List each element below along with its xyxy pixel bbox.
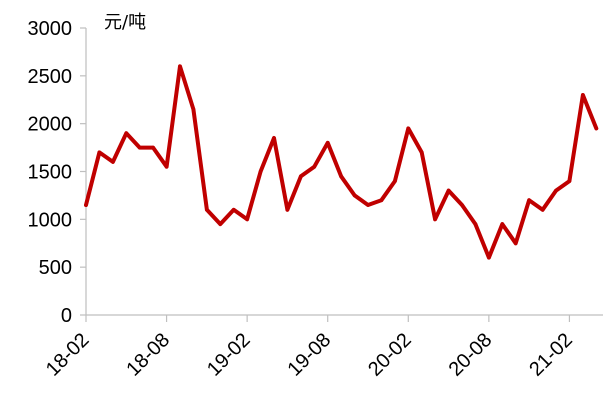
- y-axis-unit-label: 元/吨: [104, 12, 146, 33]
- data-point: [97, 150, 102, 155]
- y-tick-label: 1000: [28, 209, 73, 231]
- data-point: [594, 126, 599, 131]
- data-point: [124, 131, 129, 135]
- data-point: [554, 188, 558, 193]
- data-point: [299, 174, 303, 179]
- data-point: [218, 222, 223, 226]
- y-tick-label: 2000: [28, 114, 73, 136]
- y-axis: 0 500 1000 1500 2000 2500 3000: [28, 18, 87, 327]
- data-point: [137, 145, 142, 150]
- x-tick-label: 18-08: [122, 329, 174, 381]
- y-tick-label: 1500: [28, 162, 73, 184]
- data-point: [151, 145, 155, 150]
- x-tick-label: 18-02: [42, 329, 94, 381]
- x-tick-label: 20-08: [445, 329, 497, 381]
- data-point: [379, 198, 384, 202]
- data-point: [245, 217, 249, 222]
- x-tick-label: 20-02: [364, 329, 416, 381]
- series-line: [84, 64, 599, 260]
- data-point: [500, 222, 505, 226]
- data-point: [205, 208, 209, 212]
- data-point: [581, 93, 585, 97]
- data-point: [513, 241, 518, 246]
- y-tick-label: 0: [61, 305, 72, 327]
- data-point: [419, 150, 424, 155]
- data-point: [258, 169, 263, 174]
- data-point: [460, 203, 464, 207]
- data-point: [111, 160, 115, 164]
- data-point: [366, 203, 370, 207]
- data-point: [393, 179, 397, 183]
- data-point: [325, 141, 330, 145]
- data-point: [567, 179, 572, 183]
- data-point: [487, 255, 491, 260]
- data-point: [433, 217, 437, 222]
- data-point: [191, 107, 196, 112]
- series-group: [84, 64, 599, 260]
- x-tick-label: 19-08: [284, 329, 336, 381]
- y-tick-label: 2500: [28, 66, 73, 88]
- data-point: [352, 193, 357, 198]
- x-tick-label: 19-02: [203, 329, 255, 381]
- data-point: [312, 164, 317, 169]
- data-point: [164, 164, 169, 169]
- data-point: [272, 136, 276, 140]
- data-point: [231, 208, 236, 212]
- data-point: [473, 222, 478, 226]
- x-axis: 18-02 18-08 19-02 19-08 20-02 20-08 21-02: [42, 314, 603, 381]
- data-point: [527, 198, 531, 202]
- x-tick-label: 21-02: [525, 329, 577, 381]
- data-point: [84, 203, 88, 207]
- data-point: [540, 208, 545, 212]
- data-point: [446, 188, 451, 193]
- y-tick-label: 500: [39, 257, 72, 279]
- y-tick-label: 3000: [28, 18, 73, 40]
- data-point: [285, 208, 290, 212]
- data-point: [339, 174, 343, 179]
- data-point: [178, 64, 182, 69]
- data-point: [406, 126, 411, 131]
